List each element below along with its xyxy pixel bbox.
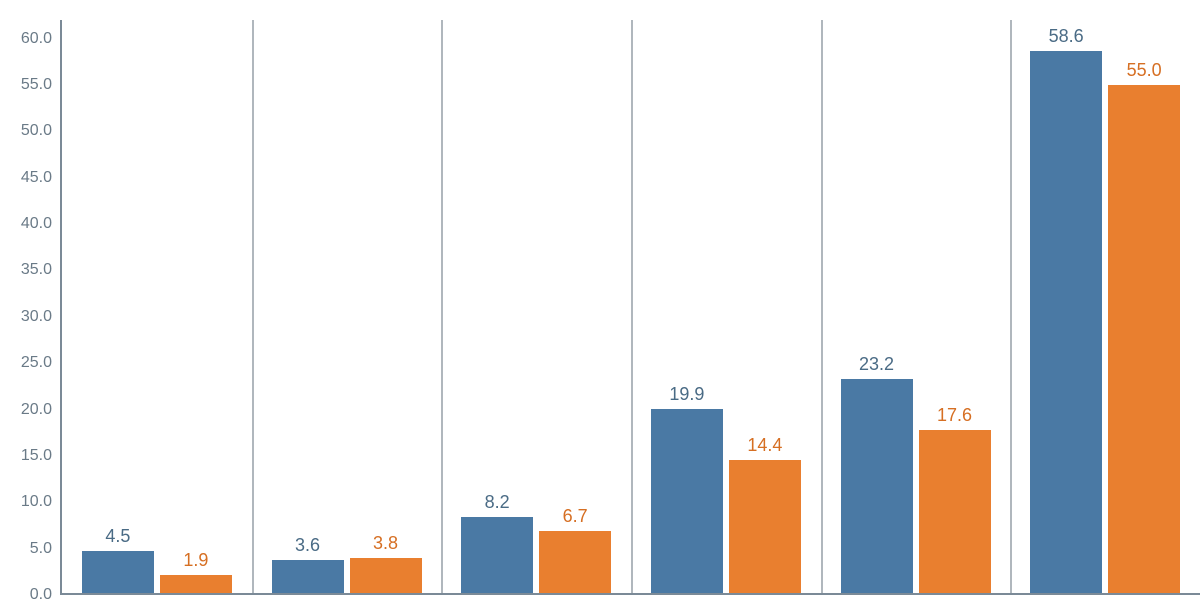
y-tick-label: 40.0	[21, 215, 52, 233]
bar-value-label: 55.0	[1127, 60, 1162, 81]
bar-series-a: 4.5	[82, 551, 154, 593]
y-tick-label: 50.0	[21, 122, 52, 140]
y-axis: 0.0 5.0 10.0 15.0 20.0 25.0 30.0 35.0 40.0 45.0 50…	[0, 0, 60, 615]
bar-value-label: 4.5	[105, 526, 130, 547]
bar-group: 19.914.4	[631, 20, 821, 593]
bar-value-label: 58.6	[1049, 26, 1084, 47]
bar-series-a: 8.2	[461, 517, 533, 593]
bar-group: 3.63.8	[252, 20, 442, 593]
y-tick-label: 35.0	[21, 261, 52, 279]
bar-series-b: 55.0	[1108, 85, 1180, 593]
grid-line	[821, 20, 823, 593]
bar-value-label: 23.2	[859, 354, 894, 375]
y-tick-label: 30.0	[21, 308, 52, 326]
bar-group: 58.655.0	[1010, 20, 1200, 593]
grid-line	[631, 20, 633, 593]
grid-line	[252, 20, 254, 593]
y-tick-label: 60.0	[21, 30, 52, 48]
bar-value-label: 14.4	[747, 435, 782, 456]
bar-value-label: 3.6	[295, 535, 320, 556]
bar-series-b: 1.9	[160, 575, 232, 593]
bar-value-label: 8.2	[485, 492, 510, 513]
y-tick-label: 45.0	[21, 169, 52, 187]
bar-series-b: 14.4	[729, 460, 801, 593]
y-tick-label: 5.0	[30, 540, 52, 558]
bar-series-b: 6.7	[539, 531, 611, 593]
bar-series-a: 23.2	[841, 379, 913, 593]
bar-series-a: 19.9	[651, 409, 723, 593]
y-tick-label: 20.0	[21, 401, 52, 419]
grid-line	[441, 20, 443, 593]
bar-value-label: 3.8	[373, 533, 398, 554]
bar-chart: 4.51.93.63.88.26.719.914.423.217.658.655…	[0, 0, 1200, 615]
bar-value-label: 17.6	[937, 405, 972, 426]
grid-line	[1010, 20, 1012, 593]
bar-series-a: 3.6	[272, 560, 344, 593]
y-tick-label: 0.0	[30, 586, 52, 604]
y-tick-label: 55.0	[21, 76, 52, 94]
bar-series-a: 58.6	[1030, 51, 1102, 593]
bar-group: 23.217.6	[821, 20, 1011, 593]
plot-area: 4.51.93.63.88.26.719.914.423.217.658.655…	[60, 20, 1200, 595]
bar-group: 8.26.7	[441, 20, 631, 593]
bar-series-b: 3.8	[350, 558, 422, 593]
y-tick-label: 25.0	[21, 354, 52, 372]
bar-value-label: 19.9	[669, 384, 704, 405]
bar-value-label: 6.7	[563, 506, 588, 527]
y-tick-label: 15.0	[21, 447, 52, 465]
bar-series-b: 17.6	[919, 430, 991, 593]
bar-group: 4.5 1.9	[62, 20, 252, 593]
bar-value-label: 1.9	[183, 550, 208, 571]
y-tick-label: 10.0	[21, 493, 52, 511]
